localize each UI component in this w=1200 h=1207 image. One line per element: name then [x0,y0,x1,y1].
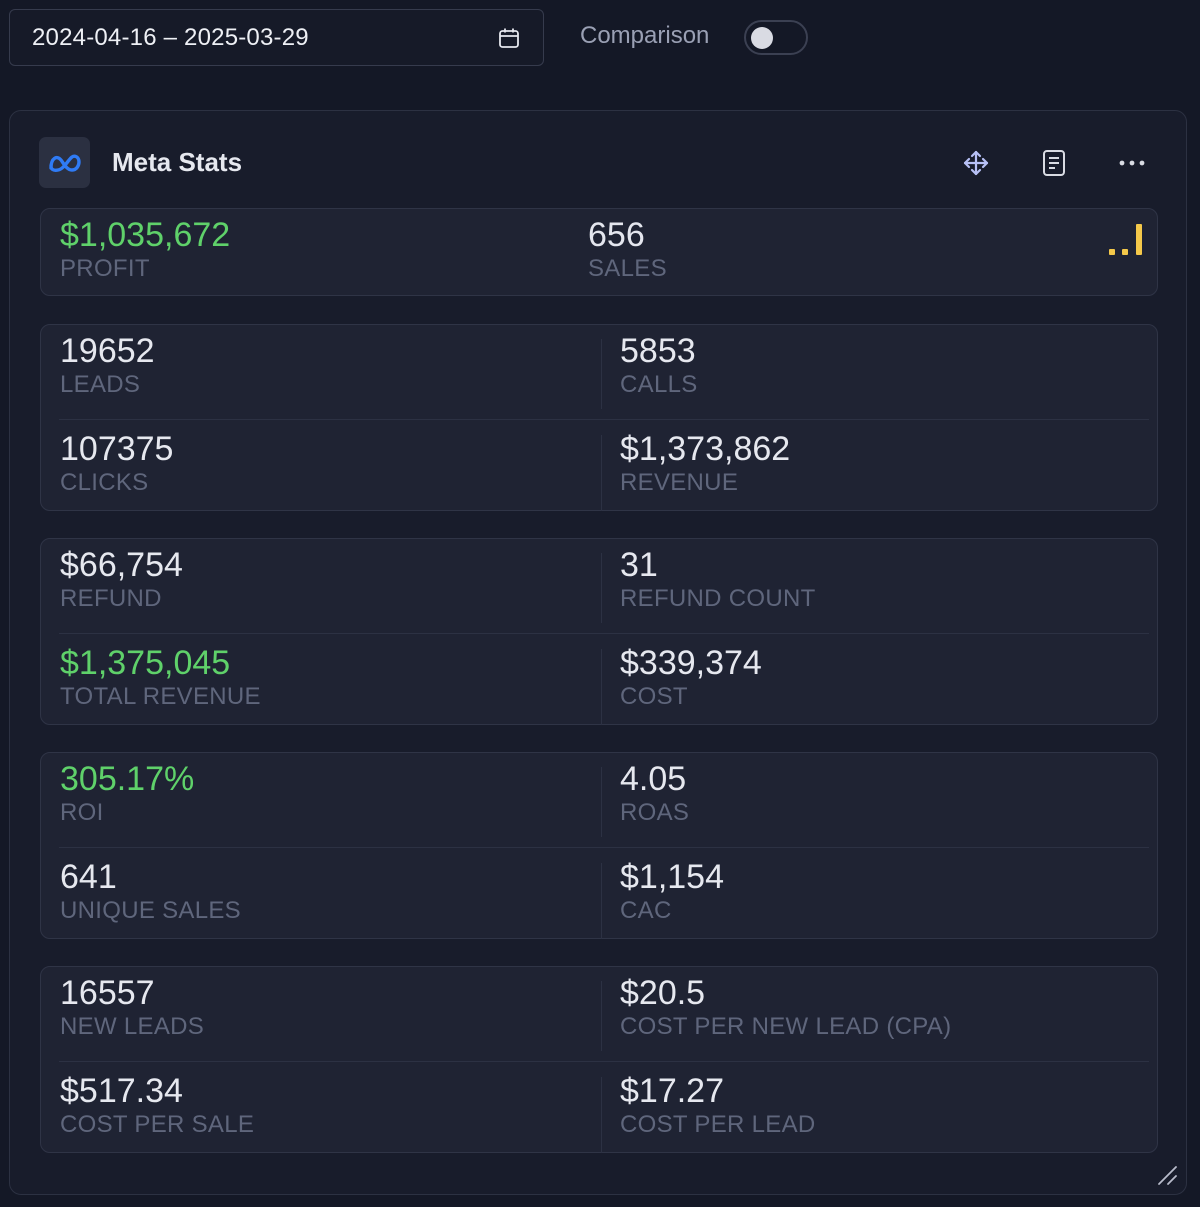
stat-total-revenue: $1,375,045 TOTAL REVENUE [60,643,261,711]
move-icon[interactable] [960,147,992,179]
stat-label: UNIQUE SALES [60,897,241,924]
stat-value: $339,374 [620,644,762,682]
sales-value: 656 [588,216,645,254]
sales-label: SALES [588,255,667,282]
stat-new-leads: 16557 NEW LEADS [60,973,204,1041]
stat-value: $1,154 [620,858,724,896]
profit-value: $1,035,672 [60,216,231,254]
signal-bars-icon[interactable] [1107,221,1147,257]
stat-label: COST PER SALE [60,1111,255,1138]
stat-label: LEADS [60,371,141,398]
stat-roi: 305.17% ROI [60,759,194,827]
stat-label: ROAS [620,799,690,826]
stat-label: NEW LEADS [60,1013,205,1040]
stat-refund-count: 31 REFUND COUNT [620,545,816,613]
stat-label: COST PER NEW LEAD (CPA) [620,1013,952,1040]
stat-value: 107375 [60,430,174,468]
stat-value: $517.34 [60,1072,183,1110]
stat-value: 16557 [60,974,155,1012]
stat-value: 4.05 [620,760,687,798]
stat-cost-per-lead: $17.27 COST PER LEAD [620,1071,816,1139]
date-range-text: 2024-04-16 – 2025-03-29 [32,23,309,51]
card-header: Meta Stats [10,111,1186,209]
toggle-knob [751,27,773,49]
stat-value: $17.27 [620,1072,724,1110]
sales-stat: 656 SALES [588,215,667,283]
stat-roas: 4.05 ROAS [620,759,689,827]
more-horizontal-icon[interactable] [1116,147,1148,179]
comparison-label: Comparison [580,22,710,49]
stat-label: CALLS [620,371,698,398]
stat-cost: $339,374 COST [620,643,762,711]
stat-value: 305.17% [60,760,195,798]
meta-stats-card: Meta Stats $1,035,672 PROFIT 656 [9,110,1187,1195]
stat-label: COST PER LEAD [620,1111,816,1138]
stat-label: CLICKS [60,469,149,496]
toolbar: 2024-04-16 – 2025-03-29 Comparison [0,0,1200,80]
stat-clicks: 107375 CLICKS [60,429,173,497]
stat-label: REFUND [60,585,162,612]
stat-label: COST [620,683,688,710]
document-icon[interactable] [1038,147,1070,179]
stat-leads: 19652 LEADS [60,331,155,399]
stat-calls: 5853 CALLS [620,331,698,399]
date-range-picker[interactable]: 2024-04-16 – 2025-03-29 [9,9,544,66]
profit-stat: $1,035,672 PROFIT [60,215,230,283]
comparison-toggle[interactable] [744,20,808,55]
stat-value: $1,373,862 [620,430,791,468]
stat-value: 5853 [620,332,696,370]
stat-label: TOTAL REVENUE [60,683,261,710]
meta-logo-icon [39,137,90,188]
stat-label: ROI [60,799,104,826]
stat-value: $20.5 [620,974,706,1012]
resize-handle-icon[interactable] [1156,1164,1178,1186]
stat-value: $66,754 [60,546,183,584]
stat-cpa: $20.5 COST PER NEW LEAD (CPA) [620,973,951,1041]
stat-revenue: $1,373,862 REVENUE [620,429,790,497]
stat-label: CAC [620,897,672,924]
stats-group-costs: 16557 NEW LEADS $20.5 COST PER NEW LEAD … [40,966,1158,1153]
stat-cost-per-sale: $517.34 COST PER SALE [60,1071,254,1139]
stats-group-traffic: 19652 LEADS 5853 CALLS 107375 CLICKS $1,… [40,324,1158,511]
stats-group-revenue: $66,754 REFUND 31 REFUND COUNT $1,375,04… [40,538,1158,725]
stat-value: 19652 [60,332,155,370]
stat-cac: $1,154 CAC [620,857,724,925]
stats-group-returns: 305.17% ROI 4.05 ROAS 641 UNIQUE SALES $… [40,752,1158,939]
card-title: Meta Stats [112,147,243,177]
stat-value: 31 [620,546,658,584]
stat-refund: $66,754 REFUND [60,545,183,613]
summary-stats: $1,035,672 PROFIT 656 SALES [40,208,1158,296]
stat-value: $1,375,045 [60,644,231,682]
calendar-icon[interactable] [497,26,521,50]
stat-value: 641 [60,858,117,896]
stat-label: REVENUE [620,469,739,496]
profit-label: PROFIT [60,255,150,282]
stat-label: REFUND COUNT [620,585,816,612]
stat-unique-sales: 641 UNIQUE SALES [60,857,241,925]
